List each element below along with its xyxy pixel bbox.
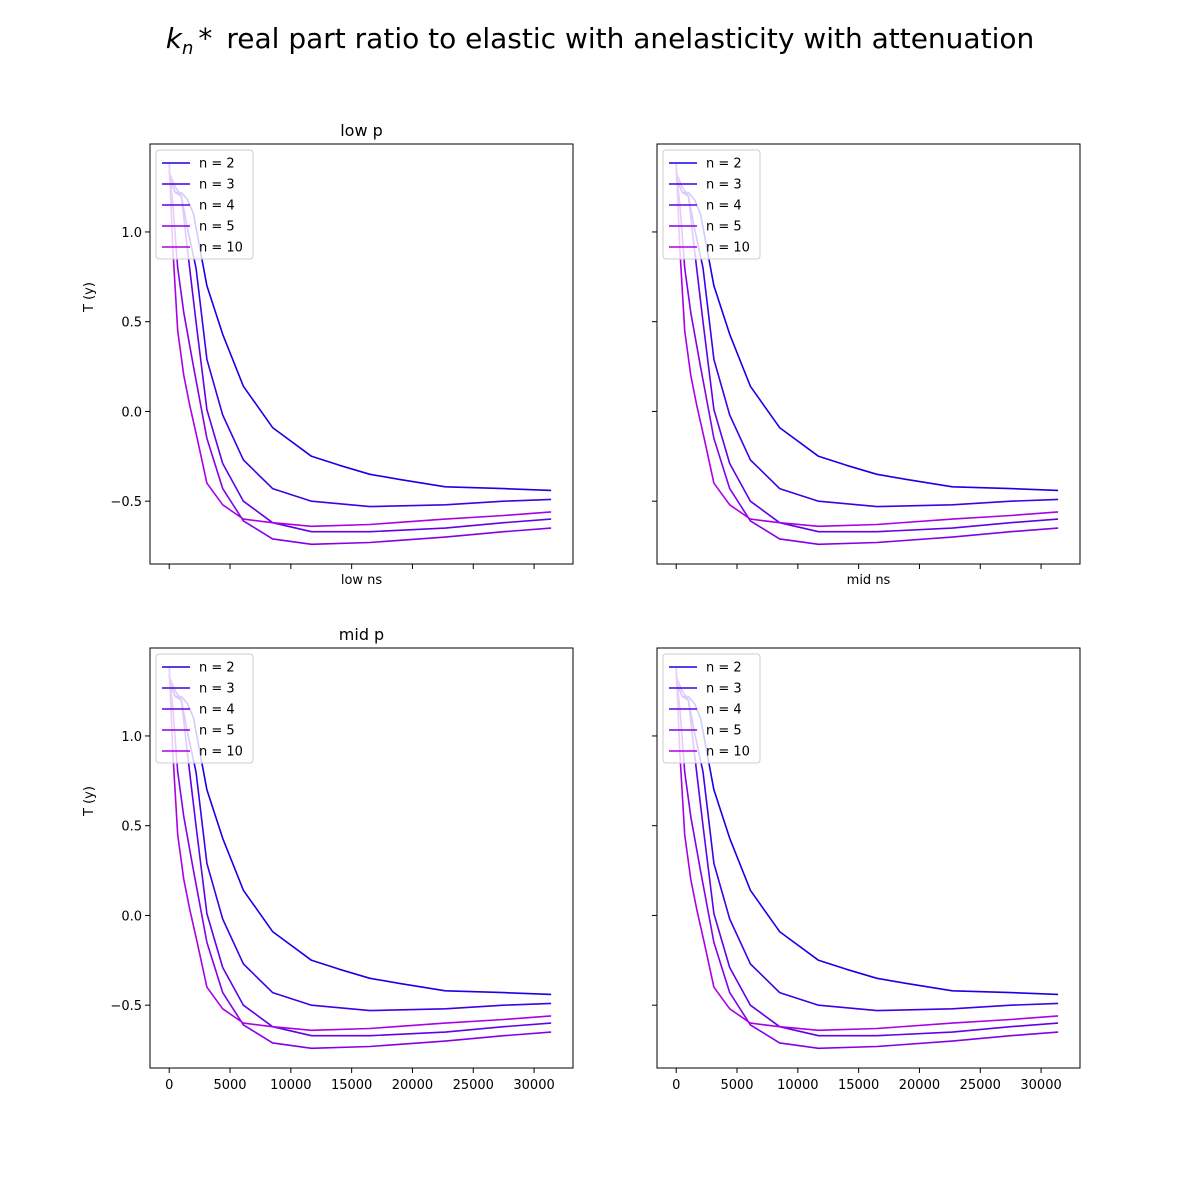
- legend: n = 2 n = 3 n = 4 n = 5 n = 10: [155, 149, 254, 260]
- series-line-n-10: [168, 163, 552, 528]
- subplot-title: low p: [340, 121, 383, 140]
- series-line-n-10: [675, 163, 1059, 528]
- plot-frame: [149, 647, 574, 1069]
- figure-title: kn * real part ratio to elastic with anela…: [166, 22, 1034, 59]
- series-line-n-10: [675, 667, 1059, 1032]
- x-tick-label: 5000: [720, 1078, 753, 1093]
- x-tick-label: 30000: [513, 1078, 554, 1093]
- plot-frame: [149, 143, 574, 565]
- y-tick-label: 1.0: [121, 730, 142, 745]
- x-tick-label: 15000: [331, 1078, 372, 1093]
- subplot-title: mid p: [339, 625, 384, 644]
- legend-label: n = 4: [706, 199, 742, 214]
- x-tick-label: 30000: [1020, 1078, 1061, 1093]
- legend: n = 2 n = 3 n = 4 n = 5 n = 10: [662, 653, 761, 764]
- y-tick-label: −0.5: [110, 495, 142, 510]
- y-tick-label: 0.0: [121, 909, 142, 924]
- legend-label: n = 3: [199, 682, 235, 697]
- legend-label: n = 3: [706, 682, 742, 697]
- y-axis-label: T (y): [82, 786, 97, 817]
- legend-label: n = 10: [706, 241, 750, 256]
- legend-label: n = 10: [199, 241, 243, 256]
- x-tick-label: 25000: [453, 1078, 494, 1093]
- series-line-n-5: [675, 170, 1059, 546]
- subplot-2: mid ns n = 2 n = 3 n = 4 n = 5 n = 10: [652, 143, 1081, 588]
- legend-label: n = 4: [706, 703, 742, 718]
- legend-label: n = 2: [706, 661, 742, 676]
- legend-label: n = 5: [706, 724, 742, 739]
- y-axis-label: T (y): [82, 282, 97, 313]
- x-tick-label: 10000: [777, 1078, 818, 1093]
- plot-frame: [656, 143, 1081, 565]
- legend-box: [662, 653, 761, 764]
- x-tick-label: 20000: [899, 1078, 940, 1093]
- series-line-n-5: [675, 674, 1059, 1050]
- legend-label: n = 5: [706, 220, 742, 235]
- y-tick-label: 0.5: [121, 820, 142, 835]
- figure-title-symbol: k: [166, 22, 184, 55]
- legend-box: [155, 653, 254, 764]
- legend-label: n = 2: [199, 661, 235, 676]
- legend-label: n = 2: [706, 157, 742, 172]
- legend-label: n = 4: [199, 703, 235, 718]
- legend-label: n = 5: [199, 724, 235, 739]
- legend-label: n = 3: [706, 178, 742, 193]
- x-axis-label: low ns: [341, 573, 383, 588]
- figure-title-suffix: *: [198, 22, 212, 55]
- subplot-4: 0 5000 10000 15000 20000 25000 30000 n = 2 n = 3…: [652, 647, 1081, 1093]
- plot-frame: [656, 647, 1081, 1069]
- legend-label: n = 2: [199, 157, 235, 172]
- series-line-n-10: [168, 667, 552, 1032]
- legend-label: n = 10: [199, 745, 243, 760]
- y-tick-label: 0.5: [121, 316, 142, 331]
- x-axis-label: mid ns: [847, 573, 891, 588]
- legend-box: [662, 149, 761, 260]
- legend-label: n = 3: [199, 178, 235, 193]
- y-tick-label: 0.0: [121, 405, 142, 420]
- x-tick-label: 0: [672, 1078, 680, 1093]
- x-tick-label: 15000: [838, 1078, 879, 1093]
- x-tick-label: 0: [165, 1078, 173, 1093]
- figure-title-main: real part ratio to elastic with anelasti…: [226, 22, 1034, 55]
- y-tick-label: 1.0: [121, 226, 142, 241]
- x-tick-label: 20000: [392, 1078, 433, 1093]
- legend: n = 2 n = 3 n = 4 n = 5 n = 10: [662, 149, 761, 260]
- legend: n = 2 n = 3 n = 4 n = 5 n = 10: [155, 653, 254, 764]
- subplot-3: 0 5000 10000 15000 20000 25000 30000 −0.5 0.0 0.5…: [82, 625, 574, 1093]
- legend-label: n = 4: [199, 199, 235, 214]
- legend-label: n = 5: [199, 220, 235, 235]
- x-tick-label: 10000: [270, 1078, 311, 1093]
- legend-label: n = 10: [706, 745, 750, 760]
- figure-title-subscript: n: [182, 38, 193, 59]
- y-tick-label: −0.5: [110, 999, 142, 1014]
- x-tick-label: 25000: [960, 1078, 1001, 1093]
- x-tick-label: 5000: [213, 1078, 246, 1093]
- series-line-n-5: [168, 674, 552, 1050]
- series-line-n-5: [168, 170, 552, 546]
- legend-box: [155, 149, 254, 260]
